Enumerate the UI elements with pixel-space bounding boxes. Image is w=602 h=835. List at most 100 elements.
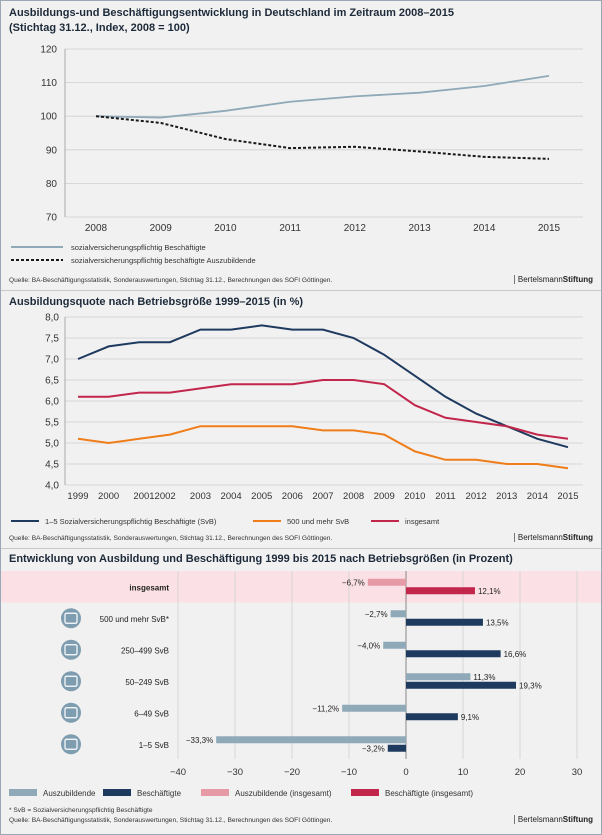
building-icon <box>64 738 78 750</box>
brand-logo-3: BertelsmannStiftung <box>513 815 593 824</box>
bar-besch <box>406 618 483 626</box>
bar-azubi <box>216 736 406 744</box>
y-tick-label: 100 <box>40 112 57 123</box>
bar-besch <box>406 681 517 689</box>
x-tick-label: 2006 <box>282 491 303 502</box>
legend-label: Beschäftigte <box>137 789 182 798</box>
x-tick-label: 2009 <box>150 223 173 234</box>
y-tick-label: 90 <box>46 145 58 156</box>
y-tick-label: 80 <box>46 179 58 190</box>
x-tick-label: 2013 <box>408 223 431 234</box>
y-tick-label: 8,0 <box>45 313 59 324</box>
x-tick-label: 2007 <box>312 491 333 502</box>
chart2-title: Ausbildungsquote nach Betriebsgröße 1999… <box>9 296 304 308</box>
x-tick-label: 2014 <box>473 223 496 234</box>
x-tick-label: 2013 <box>496 491 517 502</box>
data-label: −4,0% <box>357 641 380 650</box>
x-tick-label: 2010 <box>214 223 237 234</box>
data-label: 16,6% <box>504 650 527 659</box>
series-line-1 <box>77 324 569 449</box>
chart3-source: Quelle: BA-Beschäftigungsstatistik, Sond… <box>9 817 333 824</box>
legend-swatch <box>201 789 229 796</box>
series-line-3 <box>78 379 569 440</box>
category-label: 50–249 SvB <box>125 678 169 687</box>
divider <box>1 548 601 549</box>
brand-light: Bertelsmann <box>517 533 563 542</box>
category-icon-circle <box>61 639 81 660</box>
data-label: 12,1% <box>478 587 501 596</box>
brand-bold: Stiftung <box>562 815 593 824</box>
bar-besch <box>387 744 406 752</box>
x-tick-label: 2008 <box>85 223 108 234</box>
x-tick-label: −30 <box>227 767 243 778</box>
legend-label: 500 und mehr SvB <box>287 517 349 526</box>
legend-label: sozialversicherungspflichtig beschäftigt… <box>71 256 256 265</box>
x-tick-label: 2003 <box>190 491 211 502</box>
y-tick-label: 4,5 <box>45 460 59 471</box>
data-label: −2,7% <box>365 610 388 619</box>
x-tick-label: 2009 <box>374 491 395 502</box>
legend-swatch <box>9 789 37 796</box>
highlight-row <box>1 571 601 603</box>
bar-besch <box>406 650 501 658</box>
data-label: 9,1% <box>461 713 479 722</box>
data-label: −3,2% <box>362 744 385 753</box>
chart2-svg: 4,0 4,5 5,0 5,5 6,0 6,5 7,0 7,5 8,0 1999 2000 20012… <box>11 313 583 526</box>
chart2-source: Quelle: BA-Beschäftigungsstatistik, Sond… <box>9 535 333 542</box>
chart1-source: Quelle: BA-Beschäftigungsstatistik, Sond… <box>9 277 333 284</box>
y-tick-label: 120 <box>40 45 57 56</box>
x-tick-label: 2011 <box>435 491 455 502</box>
chart3-title: Entwicklung von Ausbildung und Beschäfti… <box>9 553 513 565</box>
chart3-svg: −40 −30 −20 −10 0 10 20 30 insgesamt −6,7% 12,1% 50… <box>1 571 601 798</box>
data-label: 19,3% <box>519 681 542 690</box>
x-tick-label: 2010 <box>404 491 425 502</box>
bar-besch <box>406 713 458 721</box>
bar-azubi <box>406 673 471 681</box>
x-tick-label: 2012 <box>466 491 487 502</box>
series-line-2 <box>77 425 569 470</box>
category-label: 500 und mehr SvB* <box>100 615 169 624</box>
data-label: −6,7% <box>342 578 365 587</box>
chart1-title: Ausbildungs-und Beschäftigungsentwicklun… <box>9 7 454 19</box>
building-icon <box>64 675 78 687</box>
brand-logo-1: BertelsmannStiftung <box>513 275 593 284</box>
legend-label: Beschäftigte (insgesamt) <box>385 789 473 798</box>
x-tick-label: 2015 <box>538 223 561 234</box>
data-label: 11,3% <box>473 673 495 682</box>
bar-besch <box>406 587 475 595</box>
series-line-1 <box>95 74 550 119</box>
y-tick-label: 5,0 <box>45 439 59 450</box>
x-tick-label: 2011 <box>279 223 301 234</box>
brand-logo-2: BertelsmannStiftung <box>513 533 593 542</box>
x-tick-label: 2015 <box>557 491 578 502</box>
bar-azubi <box>383 641 406 649</box>
data-label: −33,3% <box>186 736 213 745</box>
brand-bold: Stiftung <box>562 533 593 542</box>
x-tick-label: 20012002 <box>133 491 175 502</box>
x-tick-label: 2008 <box>343 491 364 502</box>
brand-light: Bertelsmann <box>517 275 563 284</box>
brand-bold: Stiftung <box>562 275 593 284</box>
x-tick-label: −20 <box>284 767 300 778</box>
data-label: −11,2% <box>312 704 339 713</box>
x-tick-label: 10 <box>458 767 469 778</box>
category-label: 250–499 SvB <box>121 646 169 655</box>
y-tick-label: 6,5 <box>45 376 59 387</box>
x-tick-label: 2004 <box>221 491 242 502</box>
category-label: 6–49 SvB <box>134 709 169 718</box>
chart3-footnote: * SvB = Sozialversicherungspflichtig Bes… <box>9 807 153 814</box>
y-tick-label: 6,0 <box>45 397 59 408</box>
bar-azubi <box>342 704 406 712</box>
x-tick-label: 0 <box>403 767 408 778</box>
legend-label: insgesamt <box>405 517 440 526</box>
category-icon-circle <box>61 702 81 723</box>
category-icon-circle <box>61 608 81 629</box>
chart1-subtitle: (Stichtag 31.12., Index, 2008 = 100) <box>9 22 190 34</box>
x-tick-label: 2014 <box>527 491 548 502</box>
x-tick-label: 1999 <box>67 491 88 502</box>
data-label: 13,5% <box>486 618 509 627</box>
category-label: insgesamt <box>129 583 169 592</box>
legend-label: Auszubildende <box>43 789 96 798</box>
x-tick-label: 2005 <box>251 491 272 502</box>
